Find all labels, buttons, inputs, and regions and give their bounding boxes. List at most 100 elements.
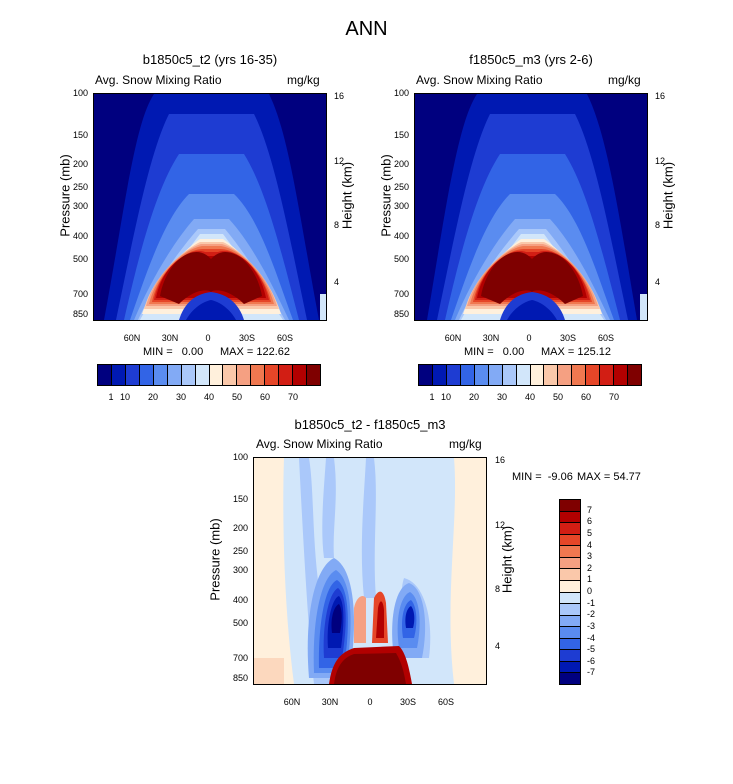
colorbar-swatch xyxy=(586,365,601,385)
colorbar-swatch xyxy=(195,365,210,385)
panel-3-variable: Avg. Snow Mixing Ratio xyxy=(256,437,383,451)
colorbar-label: 10 xyxy=(119,392,130,402)
colorbar-label: -4 xyxy=(587,632,596,643)
p1-htick: 12 xyxy=(334,156,345,166)
p2-lattick: 30N xyxy=(482,333,500,343)
p1-ptick: 500 xyxy=(72,254,88,264)
p3-htick: 16 xyxy=(495,455,506,465)
p2-lattick: 60N xyxy=(444,333,462,343)
panel-3-max: MAX = 54.77 xyxy=(577,471,641,483)
colorbar-swatch xyxy=(432,365,447,385)
colorbar-swatch xyxy=(139,365,154,385)
p3-htick: 12 xyxy=(495,520,506,530)
colorbar-swatch xyxy=(628,365,641,385)
colorbar-label: 20 xyxy=(147,392,158,402)
p1-ptick: 250 xyxy=(72,182,88,192)
colorbar-label: 1 xyxy=(587,574,593,585)
panel-2-min: MIN = 0.00 xyxy=(464,346,525,358)
p2-htick: 16 xyxy=(655,91,666,101)
colorbar-swatch xyxy=(560,534,580,547)
colorbar-swatch xyxy=(560,580,580,593)
p1-lattick: 30S xyxy=(238,333,255,343)
colorbar-swatch xyxy=(125,365,140,385)
p1-htick: 16 xyxy=(334,91,345,101)
colorbar-swatch xyxy=(560,615,580,628)
colorbar-swatch xyxy=(265,365,280,385)
colorbar-swatch xyxy=(223,365,238,385)
panel-2-colorbar xyxy=(418,364,642,386)
p3-ptick: 850 xyxy=(232,673,248,683)
colorbar-swatch xyxy=(560,511,580,524)
p3-ptick: 200 xyxy=(232,523,248,533)
p3-ptick: 300 xyxy=(232,565,248,575)
colorbar-label: -7 xyxy=(587,667,596,678)
colorbar-swatch xyxy=(600,365,615,385)
p1-ptick: 700 xyxy=(72,289,88,299)
colorbar-label: 10 xyxy=(440,392,451,402)
colorbar-swatch xyxy=(560,500,580,512)
colorbar-swatch xyxy=(502,365,517,385)
colorbar-swatch xyxy=(560,546,580,558)
panel-3-plot xyxy=(253,457,487,685)
p3-lattick: 60N xyxy=(283,697,301,707)
p1-lattick: 0 xyxy=(205,333,211,343)
p2-ptick: 300 xyxy=(393,201,409,211)
colorbar-swatch xyxy=(560,604,580,616)
colorbar-swatch xyxy=(98,365,112,385)
panel-3-units: mg/kg xyxy=(449,437,482,451)
p3-lattick: 0 xyxy=(367,697,373,707)
p2-ptick: 700 xyxy=(393,289,409,299)
p1-ptick: 300 xyxy=(72,201,88,211)
panel-1-max: MAX = 122.62 xyxy=(220,346,291,358)
p3-lattick: 60S xyxy=(437,697,454,707)
panel-2-contour xyxy=(415,94,647,320)
p1-lattick: 30N xyxy=(161,333,179,343)
p1-lattick: 60S xyxy=(276,333,293,343)
panel-2-units: mg/kg xyxy=(608,73,641,87)
p3-ptick: 250 xyxy=(232,546,248,556)
p1-htick: 8 xyxy=(334,220,340,230)
colorbar-swatch xyxy=(488,365,503,385)
colorbar-swatch xyxy=(544,365,559,385)
figure-title: ANN xyxy=(345,18,388,40)
p1-ptick: 850 xyxy=(72,309,88,319)
p2-ptick: 200 xyxy=(393,159,409,169)
p2-ptick: 100 xyxy=(393,88,409,98)
colorbar-label: 40 xyxy=(203,392,214,402)
colorbar-label: -5 xyxy=(587,644,596,655)
colorbar-label: 1 xyxy=(108,392,114,402)
colorbar-swatch xyxy=(516,365,531,385)
colorbar-swatch xyxy=(419,365,433,385)
panel-1-units: mg/kg xyxy=(287,73,320,87)
panel-1-variable: Avg. Snow Mixing Ratio xyxy=(95,73,222,87)
panel-1-min: MIN = 0.00 xyxy=(143,346,204,358)
panel-1-title: b1850c5_t2 (yrs 16-35) xyxy=(142,52,278,67)
colorbar-swatch xyxy=(560,557,580,570)
colorbar-label: 0 xyxy=(587,586,593,596)
colorbar-label: 30 xyxy=(175,392,186,402)
colorbar-swatch xyxy=(293,365,308,385)
panel-2-variable: Avg. Snow Mixing Ratio xyxy=(416,73,543,87)
colorbar-swatch xyxy=(560,650,580,662)
panel-2-title: f1850c5_m3 (yrs 2-6) xyxy=(469,52,593,67)
colorbar-swatch xyxy=(460,365,475,385)
colorbar-swatch xyxy=(181,365,196,385)
p3-htick: 4 xyxy=(495,641,501,651)
panel-3-title: b1850c5_t2 - f1850c5_m3 xyxy=(294,417,446,432)
p3-ptick: 150 xyxy=(232,494,248,504)
panel-3-contour xyxy=(254,458,486,684)
colorbar-swatch xyxy=(279,365,294,385)
colorbar-swatch xyxy=(530,365,545,385)
p2-lattick: 0 xyxy=(526,333,532,343)
colorbar-label: 3 xyxy=(587,551,593,562)
colorbar-label: 1 xyxy=(429,392,435,402)
colorbar-swatch xyxy=(560,592,580,605)
p2-ptick: 500 xyxy=(393,254,409,264)
p3-ptick: 700 xyxy=(232,653,248,663)
panel-2-plot xyxy=(414,93,648,321)
colorbar-label: 70 xyxy=(287,392,298,402)
colorbar-swatch xyxy=(572,365,587,385)
colorbar-label: -1 xyxy=(587,597,596,608)
colorbar-swatch xyxy=(153,365,168,385)
colorbar-swatch xyxy=(560,627,580,639)
